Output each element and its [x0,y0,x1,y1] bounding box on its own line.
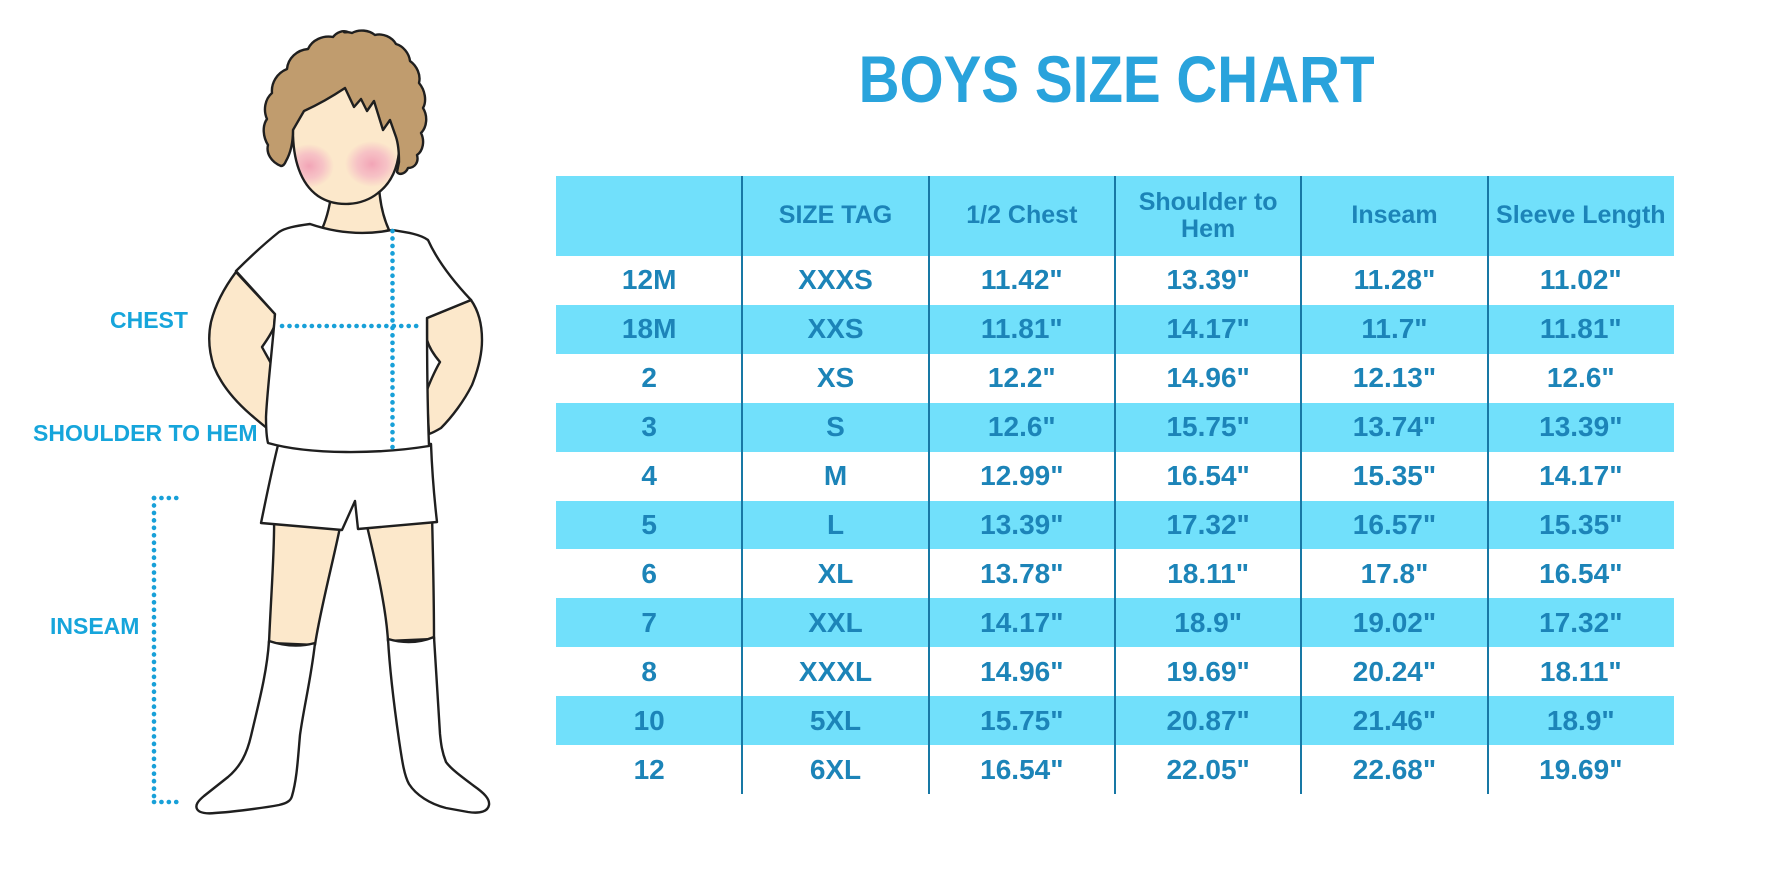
svg-text:INSEAM: INSEAM [50,613,139,639]
svg-text:CHEST: CHEST [110,307,188,333]
svg-text:SHOULDER TO HEM: SHOULDER TO HEM [33,420,257,446]
